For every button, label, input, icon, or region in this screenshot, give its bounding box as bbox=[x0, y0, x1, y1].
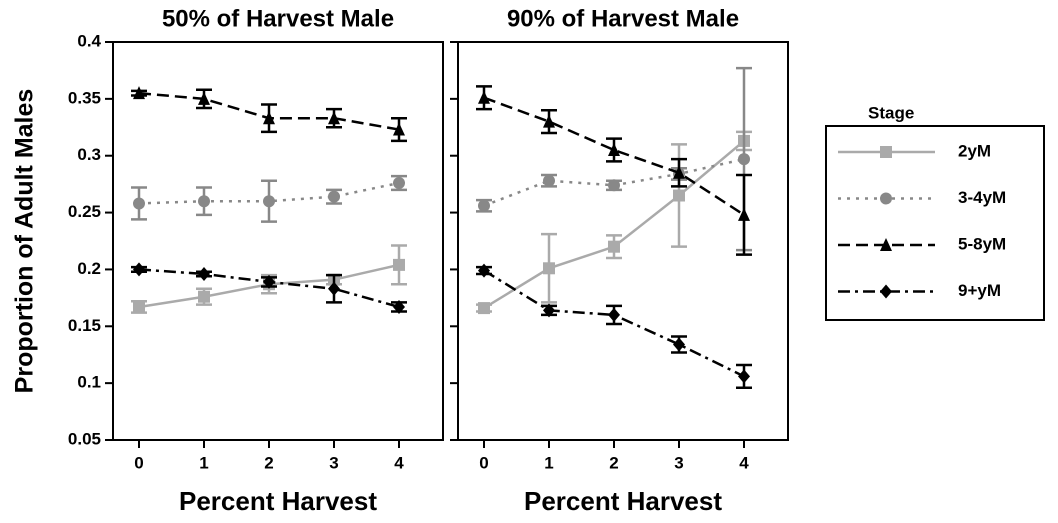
marker bbox=[478, 263, 490, 278]
marker bbox=[738, 369, 750, 384]
marker bbox=[198, 195, 210, 208]
legend-label: 2yM bbox=[958, 141, 991, 160]
marker bbox=[673, 165, 685, 179]
legend-label: 5-8yM bbox=[958, 234, 1006, 253]
series-line bbox=[483, 157, 745, 207]
x-tick-label: 0 bbox=[479, 453, 488, 472]
x-axis-label: Percent Harvest bbox=[524, 486, 722, 516]
marker bbox=[393, 122, 405, 136]
marker bbox=[198, 290, 210, 303]
legend-label: 9+yM bbox=[958, 281, 1001, 300]
legend-label: 3-4yM bbox=[958, 188, 1006, 207]
series-line bbox=[483, 96, 745, 216]
y-tick-label: 0.1 bbox=[77, 373, 101, 392]
marker bbox=[880, 238, 892, 251]
y-tick-label: 0.05 bbox=[68, 429, 101, 448]
marker bbox=[328, 190, 340, 203]
marker bbox=[328, 281, 340, 296]
marker bbox=[393, 177, 405, 190]
panel-title: 50% of Harvest Male bbox=[162, 5, 394, 32]
plot-frame bbox=[112, 41, 444, 441]
marker bbox=[393, 299, 405, 314]
x-tick-label: 1 bbox=[544, 453, 553, 472]
series-line bbox=[138, 181, 400, 205]
plot-frame bbox=[457, 41, 789, 441]
x-axis-label: Percent Harvest bbox=[179, 486, 377, 516]
marker bbox=[198, 266, 210, 281]
marker bbox=[543, 114, 555, 128]
marker bbox=[263, 111, 275, 125]
panel-title: 90% of Harvest Male bbox=[507, 5, 739, 32]
x-tick-label: 3 bbox=[329, 453, 338, 472]
marker bbox=[880, 284, 892, 299]
marker bbox=[133, 197, 145, 210]
x-tick-label: 4 bbox=[739, 453, 749, 472]
marker bbox=[198, 91, 210, 105]
x-tick-label: 2 bbox=[264, 453, 273, 472]
marker bbox=[608, 143, 620, 157]
x-tick-label: 4 bbox=[394, 453, 404, 472]
series-line bbox=[483, 269, 745, 378]
marker bbox=[738, 153, 750, 166]
y-axis-label: Proportion of Adult Males bbox=[11, 89, 39, 394]
x-tick-label: 1 bbox=[199, 453, 208, 472]
marker bbox=[263, 195, 275, 208]
marker bbox=[478, 199, 490, 212]
marker bbox=[393, 258, 405, 271]
marker bbox=[478, 302, 490, 315]
x-tick-label: 3 bbox=[674, 453, 683, 472]
y-tick-label: 0.35 bbox=[68, 88, 101, 107]
y-tick-label: 0.3 bbox=[77, 145, 101, 164]
marker bbox=[738, 207, 750, 221]
legend-title: Stage bbox=[868, 103, 914, 122]
legend-box bbox=[825, 125, 1045, 321]
x-tick-label: 0 bbox=[134, 453, 143, 472]
marker bbox=[880, 146, 892, 158]
marker bbox=[133, 262, 145, 277]
marker bbox=[608, 307, 620, 322]
series-line bbox=[483, 139, 745, 310]
marker bbox=[543, 174, 555, 187]
marker bbox=[608, 240, 620, 253]
x-tick-label: 2 bbox=[609, 453, 618, 472]
marker bbox=[133, 300, 145, 313]
y-tick-label: 0.2 bbox=[77, 259, 101, 278]
y-tick-label: 0.15 bbox=[68, 316, 101, 335]
marker bbox=[328, 111, 340, 125]
marker bbox=[673, 189, 685, 202]
marker bbox=[478, 90, 490, 104]
marker bbox=[263, 274, 275, 289]
marker bbox=[608, 179, 620, 192]
y-tick-label: 0.25 bbox=[68, 202, 101, 221]
marker bbox=[543, 262, 555, 275]
marker bbox=[673, 337, 685, 352]
marker bbox=[133, 86, 145, 100]
marker bbox=[880, 192, 892, 205]
marker bbox=[543, 303, 555, 318]
y-tick-label: 0.4 bbox=[77, 31, 101, 50]
